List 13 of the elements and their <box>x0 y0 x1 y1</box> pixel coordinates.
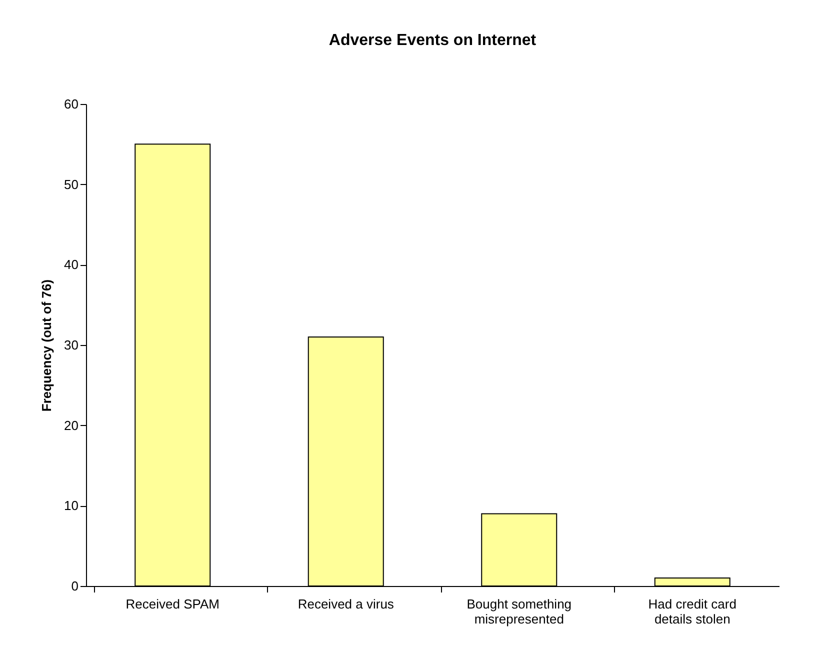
y-tick-label: 40 <box>64 257 78 272</box>
y-tick-label: 0 <box>71 578 78 594</box>
x-tick-label: Bought something misrepresented <box>466 596 572 626</box>
y-tick-label: 20 <box>64 418 78 433</box>
y-tick-label: 10 <box>64 498 78 514</box>
y-tick-label: 50 <box>64 176 78 192</box>
x-tick-label: Had credit card details stolen <box>648 596 736 626</box>
chart-title: Adverse Events on Internet <box>328 32 537 49</box>
x-tick-label: Received SPAM <box>126 596 220 612</box>
y-tick-label: 30 <box>64 338 78 352</box>
y-tick-label: 60 <box>64 96 78 112</box>
y-axis-title: Frequency (out of 76) <box>39 279 54 412</box>
x-tick-label: Received a virus <box>298 596 394 612</box>
